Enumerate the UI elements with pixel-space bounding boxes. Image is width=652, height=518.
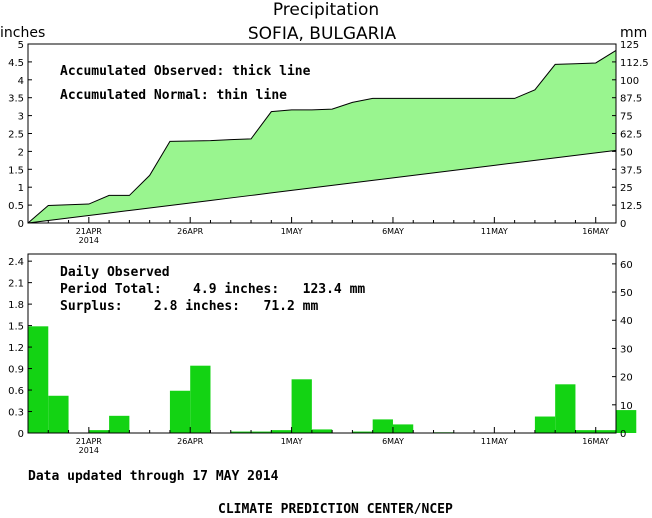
daily-bar: [575, 430, 596, 433]
top-left-tick-label: 3: [18, 112, 24, 123]
bottom-x-tick-label: 11MAY: [481, 437, 508, 446]
daily-bar: [28, 326, 49, 433]
surplus-note: Surplus: 2.8 inches: 71.2 mm: [60, 299, 318, 314]
series-line-accumulated-normal: [27, 149, 617, 224]
top-x-tick-label: 11MAY: [481, 227, 508, 236]
bottom-right-tick-label: 50: [620, 288, 633, 299]
daily-bar: [291, 379, 312, 433]
top-left-tick-label: 2: [18, 147, 24, 158]
acc-observed-note: Accumulated Observed: thick line: [60, 64, 311, 79]
bottom-x-tick-label: 21APR: [76, 437, 102, 446]
daily-bar: [271, 430, 292, 433]
bottom-x-year-label: 2014: [79, 446, 99, 455]
bottom-right-tick-label: 0: [620, 429, 626, 440]
top-right-tick-label: 125: [620, 40, 639, 51]
bottom-x-tick-label: 1MAY: [281, 437, 303, 446]
chart-title: Precipitation: [273, 0, 379, 20]
top-x-tick-label: 16MAY: [582, 227, 609, 236]
bottom-x-tick-label: 16MAY: [582, 437, 609, 446]
top-right-tick-label: 87.5: [620, 94, 642, 105]
daily-bar: [372, 419, 393, 433]
right-unit-label: mm: [620, 25, 647, 41]
daily-bar: [534, 416, 556, 433]
bottom-left-tick-label: 1.5: [8, 322, 24, 333]
bottom-right-tick-label: 30: [620, 344, 633, 355]
top-x-tick-label: 6MAY: [382, 227, 404, 236]
bottom-left-tick-label: 0.3: [8, 408, 24, 419]
surplus-area: [28, 50, 616, 223]
left-unit-label: inches: [0, 25, 45, 41]
bottom-right-tick-label: 10: [620, 401, 633, 412]
bottom-left-tick-label: 2.4: [8, 257, 24, 268]
daily-bar: [392, 424, 414, 433]
top-plot: 00.511.522.533.544.55012.52537.55062.575…: [8, 40, 649, 245]
acc-normal-note: Accumulated Normal: thin line: [60, 88, 287, 103]
top-x-year-label: 2014: [79, 236, 99, 245]
bottom-left-tick-label: 0.9: [8, 365, 24, 376]
bottom-left-tick-label: 1.8: [8, 300, 24, 311]
daily-bar: [555, 384, 576, 433]
top-left-tick-label: 3.5: [8, 94, 24, 105]
credit-note: CLIMATE PREDICTION CENTER/NCEP: [218, 502, 453, 517]
daily-bar: [190, 365, 211, 433]
bottom-x-tick-label: 26APR: [177, 437, 203, 446]
top-right-tick-label: 25: [620, 183, 633, 194]
bottom-plot-frame: [27, 253, 617, 434]
top-left-tick-label: 2.5: [8, 130, 24, 141]
top-left-tick-label: 0: [18, 219, 24, 230]
top-left-tick-label: 4: [18, 76, 24, 87]
daily-bar: [311, 429, 333, 433]
top-x-tick-label: 21APR: [76, 227, 102, 236]
daily-bar: [88, 430, 110, 433]
top-right-tick-label: 112.5: [620, 58, 649, 69]
daily-bar: [169, 390, 191, 433]
daily-observed-note: Daily Observed: [60, 265, 170, 280]
daily-bar: [251, 431, 272, 433]
bottom-right-tick-label: 20: [620, 373, 633, 384]
period-total-note: Period Total: 4.9 inches: 123.4 mm: [60, 282, 365, 297]
data-updated-note: Data updated through 17 MAY 2014: [28, 469, 279, 484]
top-right-tick-label: 12.5: [620, 201, 642, 212]
top-left-tick-label: 4.5: [8, 58, 24, 69]
top-right-tick-label: 75: [620, 112, 633, 123]
daily-bar: [616, 410, 637, 433]
top-left-tick-label: 0.5: [8, 201, 24, 212]
series-line-accumulated-observed: [27, 50, 617, 224]
bottom-left-tick-label: 0: [18, 429, 24, 440]
top-x-tick-label: 26APR: [177, 227, 203, 236]
top-right-tick-label: 100: [620, 76, 639, 87]
bottom-right-tick-label: 40: [620, 316, 633, 327]
top-right-tick-label: 0: [620, 219, 626, 230]
daily-bar: [352, 431, 373, 433]
chart-subtitle: SOFIA, BULGARIA: [248, 24, 397, 44]
daily-bar: [595, 430, 616, 433]
bottom-plot: 0 0.3 0.6 0.9 1.2 1.5 1.8 2.1 2.4 0 10 20 30 40 50 60 21…: [8, 253, 637, 455]
top-right-tick-label: 37.5: [620, 165, 642, 176]
daily-bar: [48, 395, 69, 433]
top-left-tick-label: 1.5: [8, 165, 24, 176]
bottom-left-tick-label: 1.2: [8, 343, 24, 354]
bottom-right-tick-label: 60: [620, 260, 633, 271]
top-left-tick-label: 1: [18, 183, 24, 194]
bottom-left-tick-label: 0.6: [8, 386, 24, 397]
top-right-tick-label: 62.5: [620, 130, 642, 141]
bottom-left-tick-label: 2.1: [8, 279, 24, 290]
daily-bar: [109, 415, 130, 433]
top-x-tick-label: 1MAY: [281, 227, 303, 236]
top-right-tick-label: 50: [620, 147, 633, 158]
daily-bar: [230, 431, 252, 433]
bottom-x-tick-label: 6MAY: [382, 437, 404, 446]
top-left-tick-label: 5: [18, 40, 24, 51]
